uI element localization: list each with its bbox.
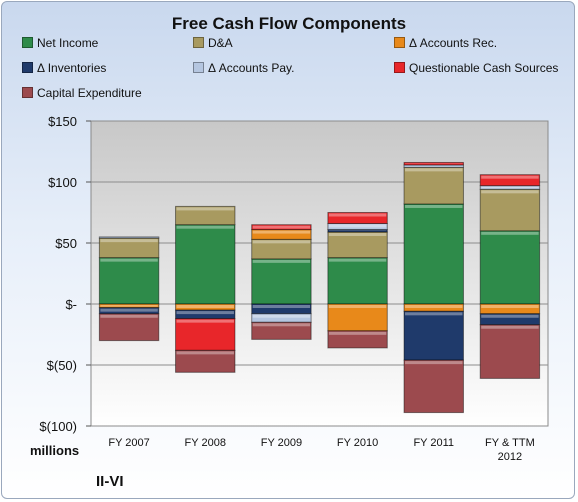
bar-segment	[403, 203, 464, 305]
bar-segment	[98, 257, 160, 305]
bar-highlight	[252, 259, 311, 263]
bar-highlight	[176, 207, 234, 211]
bar-highlight	[405, 204, 463, 208]
legend-item: D&A	[193, 36, 233, 50]
bar-segment	[175, 224, 236, 305]
bar-highlight	[252, 240, 311, 244]
bar-segment	[98, 313, 160, 342]
bar-segment	[327, 257, 388, 305]
bar-segment	[479, 188, 541, 232]
legend-label: Δ Accounts Pay.	[208, 61, 295, 75]
bar-highlight	[176, 225, 234, 229]
x-tick-label: FY 2011	[413, 437, 454, 449]
legend-swatch	[22, 87, 33, 98]
company-label: II-VI	[96, 473, 124, 490]
chart-title: Free Cash Flow Components	[171, 14, 407, 33]
bar-highlight	[328, 305, 387, 308]
y-tick-label: $100	[48, 175, 77, 190]
legend-item: Δ Accounts Rec.	[394, 36, 497, 50]
bar-segment	[327, 212, 388, 224]
bar-segment	[175, 205, 236, 226]
bar-highlight	[481, 175, 539, 179]
legend-label: Questionable Cash Sources	[409, 61, 559, 75]
unit-label: millions	[30, 443, 80, 458]
legend-swatch	[22, 62, 33, 73]
x-tick-label: FY & TTM 2012	[485, 437, 535, 463]
bar-highlight	[252, 225, 311, 229]
bar-highlight	[100, 305, 158, 307]
y-tick-label: $50	[55, 236, 77, 251]
y-tick-label: $-	[65, 297, 77, 312]
bar-highlight	[176, 351, 234, 355]
bar-highlight	[328, 258, 387, 262]
legend-label: Δ Inventories	[37, 61, 107, 75]
y-tick-label: $(100)	[39, 419, 77, 434]
bar-segment	[327, 330, 388, 349]
bar-highlight	[405, 305, 463, 308]
bar-segment	[251, 258, 312, 305]
bar-highlight	[405, 168, 463, 172]
x-tick-label: FY 2007	[108, 437, 149, 449]
bar-highlight	[328, 331, 387, 335]
bar-segment	[403, 161, 464, 166]
bar-highlight	[100, 314, 158, 318]
bar-highlight	[176, 305, 234, 308]
bar-segment	[479, 185, 541, 190]
bar-highlight	[481, 325, 539, 329]
legend-item: Δ Inventories	[22, 61, 106, 75]
bar-segment	[251, 321, 312, 340]
legend-label: D&A	[208, 36, 233, 50]
bar-segment	[403, 359, 464, 414]
bar-segment	[479, 324, 541, 379]
bar-segment	[327, 303, 388, 332]
bar-highlight	[100, 258, 158, 262]
legend-swatch	[193, 62, 204, 73]
bar-highlight	[481, 190, 539, 194]
legend-label: Capital Expenditure	[37, 86, 142, 100]
bar-segment	[175, 349, 236, 373]
bar-highlight	[328, 224, 387, 228]
y-tick-label: $(50)	[47, 358, 77, 373]
legend-item: Capital Expenditure	[22, 86, 142, 100]
legend-item: Questionable Cash Sources	[394, 61, 558, 75]
bar-highlight	[481, 231, 539, 235]
bar-highlight	[328, 233, 387, 237]
x-tick-label: FY 2010	[337, 437, 378, 449]
x-tick-label: FY 2008	[185, 437, 226, 449]
bar-highlight	[252, 230, 311, 234]
x-tick-label: FY 2009	[261, 437, 302, 449]
bar-highlight	[252, 314, 311, 318]
bar-highlight	[176, 311, 234, 315]
bar-segment	[98, 236, 160, 239]
legend-swatch	[394, 62, 405, 73]
bar-highlight	[481, 305, 539, 308]
bar-highlight	[481, 186, 539, 189]
bar-segment	[479, 230, 541, 305]
bar-segment	[327, 231, 388, 259]
bar-segment	[403, 310, 464, 361]
legend-swatch	[193, 37, 204, 48]
bar-highlight	[405, 361, 463, 365]
bar-segment	[479, 174, 541, 187]
legend-item: Δ Accounts Pay.	[193, 61, 295, 75]
y-tick-label: $150	[48, 114, 77, 129]
legend-label: Net Income	[37, 36, 99, 50]
bar-highlight	[252, 323, 311, 327]
bar-segment	[403, 166, 464, 205]
legend-item: Net Income	[22, 36, 98, 50]
bar-segment	[251, 224, 312, 231]
bar-highlight	[176, 319, 234, 323]
bar-highlight	[100, 239, 158, 243]
bar-highlight	[405, 312, 463, 316]
bar-highlight	[100, 308, 158, 312]
legend-swatch	[394, 37, 405, 48]
bar-highlight	[252, 305, 311, 308]
legend-label: Δ Accounts Rec.	[409, 36, 498, 50]
plot-area	[90, 120, 549, 427]
bar-highlight	[328, 213, 387, 217]
bar-segment	[175, 318, 236, 351]
legend-swatch	[22, 37, 33, 48]
bar-highlight	[481, 314, 539, 318]
